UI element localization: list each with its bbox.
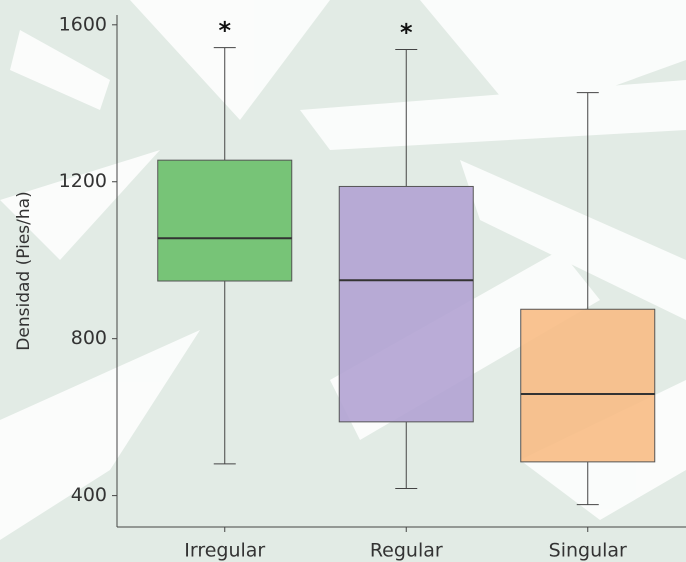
y-tick-label: 1600	[59, 13, 107, 35]
box	[157, 159, 293, 282]
x-tick-label: Irregular	[184, 540, 265, 562]
x-tick-label: Singular	[549, 540, 627, 562]
box-label: *	[218, 17, 231, 45]
y-tick-label: 1200	[59, 170, 107, 192]
x-tick-label: Regular	[370, 540, 443, 562]
y-tick-label: 800	[71, 327, 107, 349]
box	[338, 185, 474, 423]
box-label: *	[400, 19, 413, 47]
y-axis-label: Densidad (Pies/ha)	[14, 191, 34, 350]
box	[520, 308, 656, 463]
y-tick-label: 400	[71, 484, 107, 506]
